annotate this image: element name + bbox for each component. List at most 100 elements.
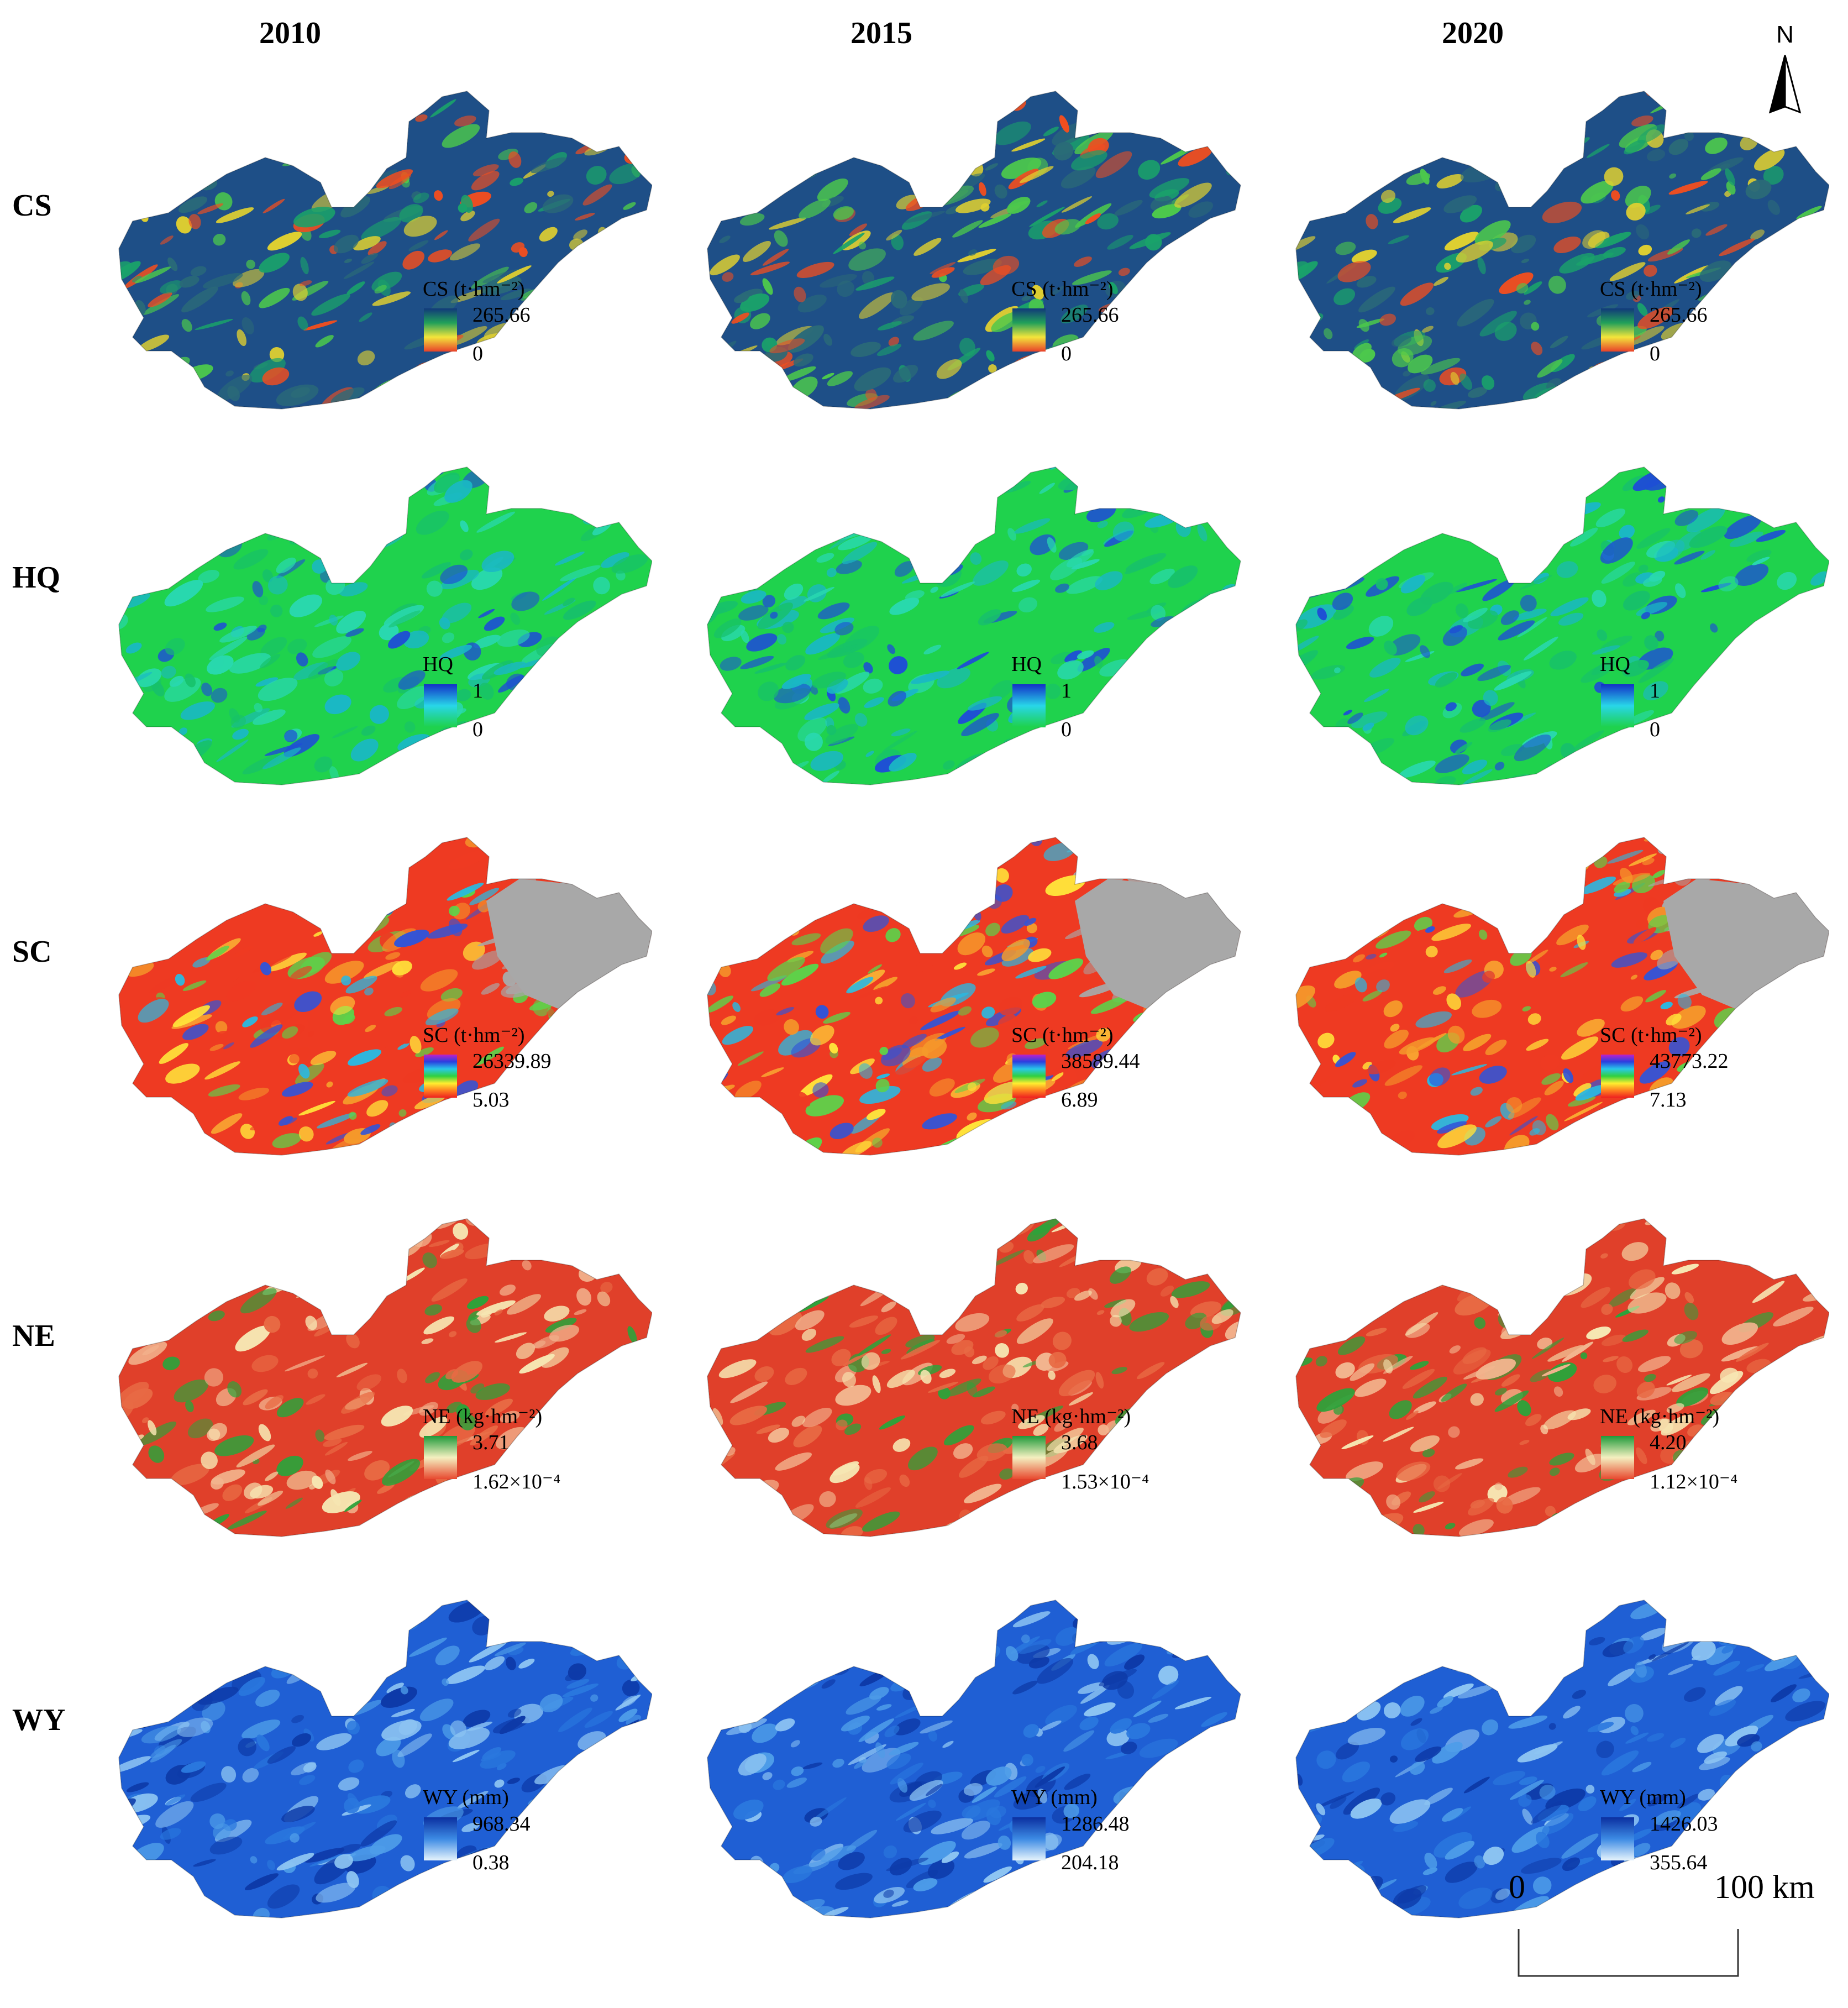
legend-min-value: 0 xyxy=(473,342,483,365)
legend-max-value: 1 xyxy=(1650,679,1660,702)
north-arrow: N xyxy=(1760,21,1810,115)
region-map xyxy=(707,1600,1241,1918)
north-arrow-icon xyxy=(1768,55,1802,114)
region-map xyxy=(118,466,652,785)
region-map xyxy=(707,1218,1241,1537)
year-header-2020: 2020 xyxy=(1442,16,1504,50)
legend-max-value: 265.66 xyxy=(1061,303,1119,327)
map-panel-cs-2010: CS (t·hm⁻²) 265.66 0 xyxy=(99,66,652,420)
row-label-wy: WY xyxy=(12,1703,66,1737)
map-panel-ne-2015: NE (kg·hm⁻²) 3.68 1.53×10⁻⁴ xyxy=(688,1194,1241,1548)
map-panel-sc-2010: SC (t·hm⁻²) 26339.89 5.03 xyxy=(99,812,652,1166)
legend-color-ramp xyxy=(1012,1055,1046,1098)
scale-start-label: 0 xyxy=(1509,1869,1525,1905)
legend-min-value: 1.12×10⁻⁴ xyxy=(1650,1470,1738,1493)
legend-min-value: 7.13 xyxy=(1650,1088,1687,1112)
map-panel-cs-2015: CS (t·hm⁻²) 265.66 0 xyxy=(688,66,1241,420)
legend-color-ramp xyxy=(1012,1817,1046,1860)
legend-color-ramp xyxy=(1601,308,1634,352)
legend-title: NE (kg·hm⁻²) xyxy=(423,1405,543,1428)
legend-max-value: 1 xyxy=(473,679,483,702)
region-map xyxy=(1295,1600,1829,1918)
legend-max-value: 265.66 xyxy=(1650,303,1708,327)
legend-min-value: 0 xyxy=(1650,718,1660,741)
legend-min-value: 6.89 xyxy=(1061,1088,1098,1112)
region-map xyxy=(118,91,652,410)
map-panel-wy-2010: WY (mm) 968.34 0.38 xyxy=(99,1575,652,1929)
region-map xyxy=(118,837,652,1156)
legend-min-value: 0 xyxy=(1650,342,1660,365)
legend-color-ramp xyxy=(1601,1436,1634,1479)
map-panel-sc-2020: SC (t·hm⁻²) 43773.22 7.13 xyxy=(1277,812,1829,1166)
legend-title: WY (mm) xyxy=(423,1786,509,1809)
row-label-hq: HQ xyxy=(12,560,61,595)
legend-max-value: 4.20 xyxy=(1650,1431,1687,1454)
legend-max-value: 1286.48 xyxy=(1061,1812,1130,1836)
legend-title: HQ xyxy=(423,653,453,676)
row-label-cs: CS xyxy=(12,188,52,223)
region-map xyxy=(707,466,1241,785)
legend-title: SC (t·hm⁻²) xyxy=(1600,1024,1702,1047)
legend-min-value: 5.03 xyxy=(473,1088,510,1112)
legend-color-ramp xyxy=(1012,308,1046,352)
scale-end-label: 100 km xyxy=(1714,1869,1815,1905)
legend-title: WY (mm) xyxy=(1600,1786,1686,1809)
legend-max-value: 43773.22 xyxy=(1650,1050,1729,1073)
north-label: N xyxy=(1776,21,1794,48)
map-panel-hq-2020: HQ 1 0 xyxy=(1277,442,1829,796)
region-map xyxy=(707,837,1241,1156)
legend-max-value: 3.68 xyxy=(1061,1431,1098,1454)
map-panel-wy-2015: WY (mm) 1286.48 204.18 xyxy=(688,1575,1241,1929)
legend-max-value: 3.71 xyxy=(473,1431,510,1454)
map-panel-ne-2010: NE (kg·hm⁻²) 3.71 1.62×10⁻⁴ xyxy=(99,1194,652,1548)
legend-min-value: 0 xyxy=(1061,342,1072,365)
legend-title: SC (t·hm⁻²) xyxy=(423,1024,525,1047)
legend-max-value: 968.34 xyxy=(473,1812,531,1836)
legend-max-value: 26339.89 xyxy=(473,1050,552,1073)
legend-color-ramp xyxy=(1012,684,1046,727)
legend-min-value: 0 xyxy=(473,718,483,741)
map-panel-hq-2010: HQ 1 0 xyxy=(99,442,652,796)
legend-color-ramp xyxy=(424,1817,457,1860)
map-panel-wy-2020: WY (mm) 1426.03 355.64 xyxy=(1277,1575,1829,1929)
row-label-ne: NE xyxy=(12,1319,55,1353)
region-map xyxy=(1295,837,1829,1156)
region-map xyxy=(1295,91,1829,410)
legend-title: WY (mm) xyxy=(1011,1786,1098,1809)
legend-max-value: 265.66 xyxy=(473,303,531,327)
legend-max-value: 38589.44 xyxy=(1061,1050,1140,1073)
legend-color-ramp xyxy=(1012,1436,1046,1479)
legend-color-ramp xyxy=(424,308,457,352)
legend-min-value: 204.18 xyxy=(1061,1851,1119,1874)
region-map xyxy=(707,91,1241,410)
legend-color-ramp xyxy=(1601,1817,1634,1860)
map-panel-ne-2020: NE (kg·hm⁻²) 4.20 1.12×10⁻⁴ xyxy=(1277,1194,1829,1548)
region-map xyxy=(118,1218,652,1537)
legend-max-value: 1426.03 xyxy=(1650,1812,1718,1836)
legend-min-value: 355.64 xyxy=(1650,1851,1708,1874)
legend-color-ramp xyxy=(1601,1055,1634,1098)
legend-color-ramp xyxy=(424,684,457,727)
legend-color-ramp xyxy=(424,1436,457,1479)
legend-min-value: 0 xyxy=(1061,718,1072,741)
legend-title: NE (kg·hm⁻²) xyxy=(1600,1405,1720,1428)
legend-min-value: 0.38 xyxy=(473,1851,510,1874)
legend-title: HQ xyxy=(1600,653,1630,676)
legend-color-ramp xyxy=(1601,684,1634,727)
region-map xyxy=(1295,466,1829,785)
year-header-2015: 2015 xyxy=(851,16,912,50)
row-label-sc: SC xyxy=(12,935,52,969)
scale-bar: 0 100 km xyxy=(1481,1868,1835,1990)
region-map xyxy=(118,1600,652,1918)
legend-min-value: 1.62×10⁻⁴ xyxy=(473,1470,561,1493)
map-panel-cs-2020: CS (t·hm⁻²) 265.66 0 xyxy=(1277,66,1829,420)
year-header-2010: 2010 xyxy=(259,16,321,50)
legend-color-ramp xyxy=(424,1055,457,1098)
scale-bar-line xyxy=(1518,1929,1739,1977)
region-map xyxy=(1295,1218,1829,1537)
legend-title: HQ xyxy=(1011,653,1042,676)
legend-min-value: 1.53×10⁻⁴ xyxy=(1061,1470,1149,1493)
legend-title: CS (t·hm⁻²) xyxy=(1600,277,1702,301)
legend-max-value: 1 xyxy=(1061,679,1072,702)
legend-title: SC (t·hm⁻²) xyxy=(1011,1024,1114,1047)
